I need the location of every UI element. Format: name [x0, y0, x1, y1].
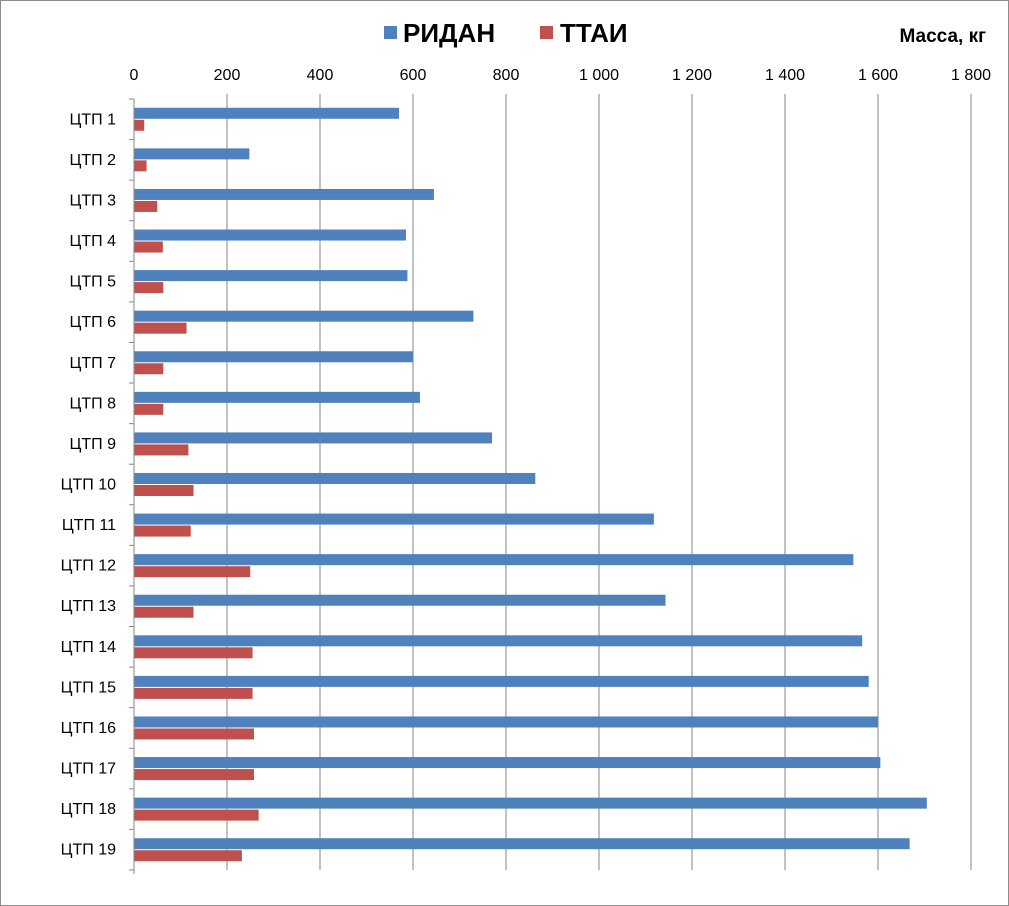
bar-ridan-10	[134, 473, 536, 484]
bar-ttai-15	[134, 687, 253, 699]
bar-ridan-7	[134, 351, 413, 363]
category-label: ЦТП 3	[70, 192, 117, 209]
legend-swatch-ttai	[540, 26, 553, 39]
bar-ridan-5	[134, 270, 408, 282]
category-label: ЦТП 17	[61, 761, 116, 778]
bar-ridan-3	[134, 188, 434, 200]
bar-ttai-1	[134, 119, 145, 131]
bar-ridan-12	[134, 554, 854, 566]
x-tick-label: 0	[130, 67, 139, 84]
bar-ttai-11	[134, 525, 191, 537]
category-label: ЦТП 2	[70, 152, 117, 169]
category-label: ЦТП 12	[61, 558, 116, 575]
category-label: ЦТП 9	[70, 436, 117, 453]
bar-ttai-14	[134, 647, 253, 659]
bar-ttai-2	[134, 160, 147, 172]
category-label: ЦТП 19	[61, 842, 116, 859]
bar-ridan-16	[134, 716, 878, 728]
legend: РИДАН ТТАИ	[384, 18, 628, 48]
bar-ridan-18	[134, 797, 927, 809]
legend-label-ttai: ТТАИ	[560, 18, 628, 48]
bar-ttai-19	[134, 850, 242, 862]
bar-ttai-10	[134, 485, 194, 496]
bar-ttai-12	[134, 566, 251, 578]
category-label: ЦТП 1	[70, 111, 117, 128]
category-label: ЦТП 13	[61, 598, 116, 615]
category-labels: ЦТП 1 ЦТП 2 ЦТП 3 ЦТП 4 ЦТП 5 ЦТП 6 ЦТП 7 ЦТП 8…	[61, 111, 116, 858]
category-label: ЦТП 5	[70, 274, 117, 291]
bar-ridan-9	[134, 432, 493, 444]
x-tick-label: 1 000	[579, 67, 619, 84]
bar-ttai-5	[134, 282, 164, 294]
bar-ttai-8	[134, 403, 164, 415]
category-label: ЦТП 6	[70, 314, 117, 331]
x-tick-label: 200	[214, 67, 241, 84]
unit-label: Масса, кг	[899, 26, 986, 47]
category-label: ЦТП 7	[70, 355, 117, 372]
gridlines	[129, 94, 972, 871]
x-axis-ticks: 0 200 400 600 800 1 000 1 200 1 400 1 600 1 800	[130, 67, 992, 84]
bars	[134, 107, 927, 862]
category-label: ЦТП 4	[70, 233, 117, 250]
bar-ttai-16	[134, 728, 254, 740]
bar-ridan-13	[134, 594, 666, 606]
category-label: ЦТП 18	[61, 801, 116, 818]
bar-ridan-6	[134, 310, 474, 322]
bar-ridan-4	[134, 229, 407, 241]
bar-ttai-4	[134, 241, 163, 253]
x-tick-label: 1 400	[765, 67, 805, 84]
x-tick-label: 1 800	[951, 67, 991, 84]
bar-ridan-19	[134, 838, 910, 850]
x-tick-label: 1 600	[858, 67, 898, 84]
bar-ttai-13	[134, 606, 194, 618]
category-label: ЦТП 16	[61, 720, 116, 737]
bar-ttai-7	[134, 363, 164, 375]
bar-ttai-6	[134, 322, 187, 334]
x-tick-label: 400	[307, 67, 334, 84]
bar-ridan-14	[134, 635, 863, 647]
x-tick-label: 1 200	[672, 67, 712, 84]
bar-ttai-17	[134, 769, 254, 781]
category-label: ЦТП 8	[70, 395, 117, 412]
category-label: ЦТП 11	[62, 517, 116, 534]
legend-label-ridan: РИДАН	[403, 18, 495, 48]
bar-ridan-1	[134, 107, 400, 119]
bar-ridan-2	[134, 148, 250, 160]
category-label: ЦТП 15	[61, 679, 116, 696]
bar-ridan-11	[134, 513, 654, 525]
x-tick-label: 800	[493, 67, 520, 84]
bar-ridan-17	[134, 757, 881, 769]
category-label: ЦТП 10	[61, 477, 116, 494]
bar-ridan-8	[134, 391, 420, 403]
bar-ttai-3	[134, 200, 158, 212]
category-label: ЦТП 14	[61, 639, 116, 656]
legend-swatch-ridan	[384, 26, 397, 39]
bar-ridan-15	[134, 675, 869, 687]
x-tick-label: 600	[400, 67, 427, 84]
bar-ttai-18	[134, 809, 259, 821]
bar-ttai-9	[134, 444, 189, 456]
